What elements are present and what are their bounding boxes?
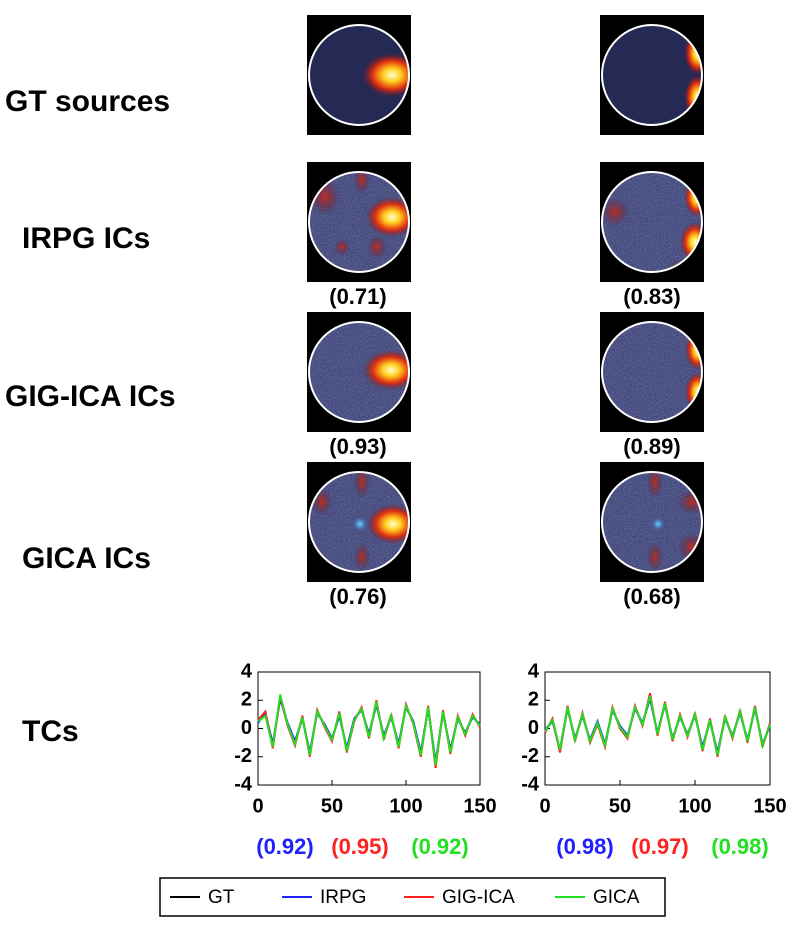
- x-tick-label: 150: [753, 795, 786, 817]
- x-tick-label: 0: [252, 795, 263, 817]
- activation: [354, 543, 370, 571]
- brain-map: [600, 312, 704, 432]
- map-outline: [308, 24, 410, 126]
- row-label: GIG-ICA ICs: [5, 380, 176, 413]
- activation: [334, 239, 350, 255]
- score: (0.83): [623, 284, 680, 309]
- activation: [651, 517, 665, 531]
- row-label: IRPG ICs: [22, 222, 150, 255]
- y-tick-label: -4: [234, 773, 253, 795]
- map-content: [309, 172, 409, 272]
- brain-map: [307, 462, 411, 582]
- activation: [602, 198, 629, 226]
- x-tick-label: 50: [609, 795, 631, 817]
- map-outline: [601, 471, 703, 573]
- legend-label: GICA: [593, 887, 640, 908]
- correlation: (0.97): [631, 834, 688, 859]
- map-outline: [308, 321, 410, 423]
- map-outline: [601, 24, 703, 126]
- map-content: [309, 472, 409, 572]
- activation: [354, 472, 370, 498]
- activation: [647, 472, 663, 498]
- series-line: [544, 695, 771, 756]
- map-content: [602, 472, 702, 572]
- map-content: [309, 322, 409, 422]
- brain-map: [307, 162, 411, 282]
- y-tick-label: 2: [528, 689, 539, 711]
- activation: [366, 197, 409, 237]
- activation: [367, 504, 409, 544]
- score: (0.71): [329, 284, 386, 309]
- map-outline: [601, 171, 703, 273]
- brain-map: [307, 15, 411, 135]
- activation: [362, 53, 409, 97]
- series-line: [257, 694, 481, 766]
- score: (0.89): [623, 434, 680, 459]
- x-tick-label: 100: [389, 795, 422, 817]
- y-tick-label: -2: [521, 745, 539, 767]
- map-base: [602, 25, 702, 125]
- activation: [367, 235, 387, 259]
- activation: [352, 516, 368, 532]
- legend-label: IRPG: [320, 887, 366, 908]
- x-tick-label: 100: [678, 795, 711, 817]
- score: (0.76): [329, 584, 386, 609]
- activation: [680, 222, 702, 262]
- legend-label: GT: [208, 887, 235, 908]
- legend-label: GIG-ICA: [442, 887, 515, 908]
- map-outline: [601, 321, 703, 423]
- x-tick-label: 0: [539, 795, 550, 817]
- brain-map: [600, 462, 704, 582]
- correlation: (0.92): [256, 834, 313, 859]
- brain-map: [307, 312, 411, 432]
- y-tick-label: 4: [528, 660, 540, 682]
- brain-map: [600, 15, 704, 135]
- activation: [647, 543, 663, 571]
- correlation: (0.98): [556, 834, 613, 859]
- activation: [363, 350, 409, 390]
- y-tick-label: 4: [241, 660, 253, 682]
- correlation: (0.98): [711, 834, 768, 859]
- y-tick-label: -2: [234, 745, 252, 767]
- y-tick-label: -4: [521, 773, 540, 795]
- y-tick-label: 0: [241, 717, 252, 739]
- x-tick-label: 50: [321, 795, 343, 817]
- correlation: (0.95): [331, 834, 388, 859]
- correlation: (0.92): [411, 834, 468, 859]
- row-label: GICA ICs: [22, 542, 151, 575]
- brain-map: [600, 162, 704, 282]
- row-label: TCs: [22, 715, 79, 748]
- map-noise: [602, 322, 702, 422]
- y-tick-label: 0: [528, 717, 539, 739]
- score: (0.93): [329, 434, 386, 459]
- map-outline: [308, 171, 410, 273]
- x-tick-label: 150: [463, 795, 496, 817]
- y-tick-label: 2: [241, 689, 252, 711]
- score: (0.68): [623, 584, 680, 609]
- map-outline: [308, 471, 410, 573]
- map-content: [602, 172, 702, 272]
- row-label: GT sources: [5, 85, 170, 118]
